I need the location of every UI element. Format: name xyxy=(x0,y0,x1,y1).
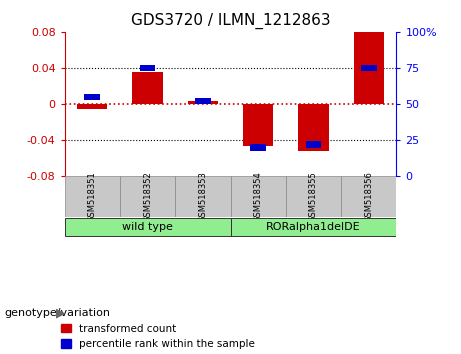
FancyBboxPatch shape xyxy=(120,176,175,217)
FancyBboxPatch shape xyxy=(286,176,341,217)
Bar xyxy=(132,72,163,104)
Text: GSM518351: GSM518351 xyxy=(88,171,97,222)
Text: GSM518352: GSM518352 xyxy=(143,171,152,222)
Text: ▶: ▶ xyxy=(56,307,66,320)
Text: GSM518356: GSM518356 xyxy=(364,171,373,222)
Bar xyxy=(195,98,211,104)
Bar xyxy=(140,65,155,71)
FancyBboxPatch shape xyxy=(65,218,230,236)
FancyBboxPatch shape xyxy=(230,218,396,236)
FancyBboxPatch shape xyxy=(341,176,396,217)
Bar xyxy=(77,104,107,109)
FancyBboxPatch shape xyxy=(65,176,120,217)
Text: wild type: wild type xyxy=(122,222,173,232)
Text: GSM518355: GSM518355 xyxy=(309,171,318,222)
Bar xyxy=(84,94,100,100)
Bar xyxy=(354,32,384,104)
Bar xyxy=(298,104,329,151)
Bar xyxy=(361,65,377,71)
FancyBboxPatch shape xyxy=(230,176,286,217)
Bar xyxy=(250,144,266,151)
Title: GDS3720 / ILMN_1212863: GDS3720 / ILMN_1212863 xyxy=(130,13,331,29)
Bar xyxy=(306,142,321,148)
Legend: transformed count, percentile rank within the sample: transformed count, percentile rank withi… xyxy=(60,324,255,349)
Text: genotype/variation: genotype/variation xyxy=(5,308,111,318)
Bar xyxy=(243,104,273,146)
Bar xyxy=(188,102,218,104)
Text: RORalpha1delDE: RORalpha1delDE xyxy=(266,222,361,232)
Text: GSM518354: GSM518354 xyxy=(254,171,263,222)
Text: GSM518353: GSM518353 xyxy=(198,171,207,222)
FancyBboxPatch shape xyxy=(175,176,230,217)
